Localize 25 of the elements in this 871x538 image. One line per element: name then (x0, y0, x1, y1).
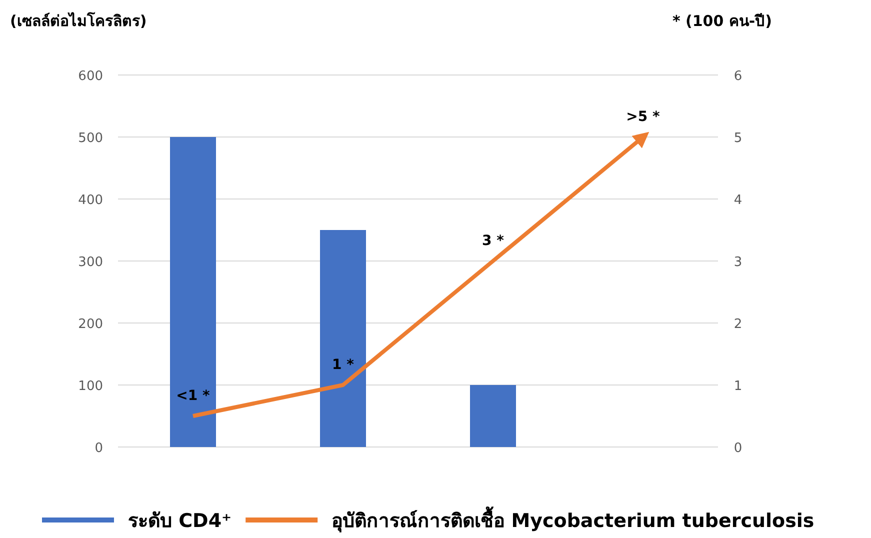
y-tick-label: 0 (94, 441, 103, 456)
data-label: 3 * (482, 233, 505, 249)
y2-axis-title: * (100 คน-ปี) (672, 12, 772, 30)
y-axis-title: (เซลล์ต่อไมโครลิตร) (10, 11, 147, 30)
legend-label: ระดับ CD4⁺ (128, 510, 232, 532)
data-label: 1 * (332, 357, 355, 373)
bar (320, 230, 366, 447)
data-label: <1 * (176, 388, 211, 404)
y2-tick-label: 3 (734, 255, 742, 270)
y-tick-label: 200 (78, 317, 103, 332)
y2-tick-label: 6 (734, 69, 742, 84)
y2-tick-label: 0 (734, 441, 742, 456)
y-tick-label: 600 (78, 69, 103, 84)
bar (170, 137, 216, 447)
y-tick-label: 300 (78, 255, 103, 270)
y2-tick-label: 2 (734, 317, 742, 332)
legend-label: อุบัติการณ์การติดเชื้อ Mycobacterium tuberculosis (332, 506, 814, 533)
y2-tick-label: 1 (734, 379, 742, 394)
y2-tick-label: 5 (734, 131, 742, 146)
y-tick-label: 400 (78, 193, 103, 208)
data-label: >5 * (626, 109, 661, 125)
y-tick-label: 500 (78, 131, 103, 146)
bar (470, 385, 516, 447)
y-tick-label: 100 (78, 379, 103, 394)
y2-tick-label: 4 (734, 193, 742, 208)
